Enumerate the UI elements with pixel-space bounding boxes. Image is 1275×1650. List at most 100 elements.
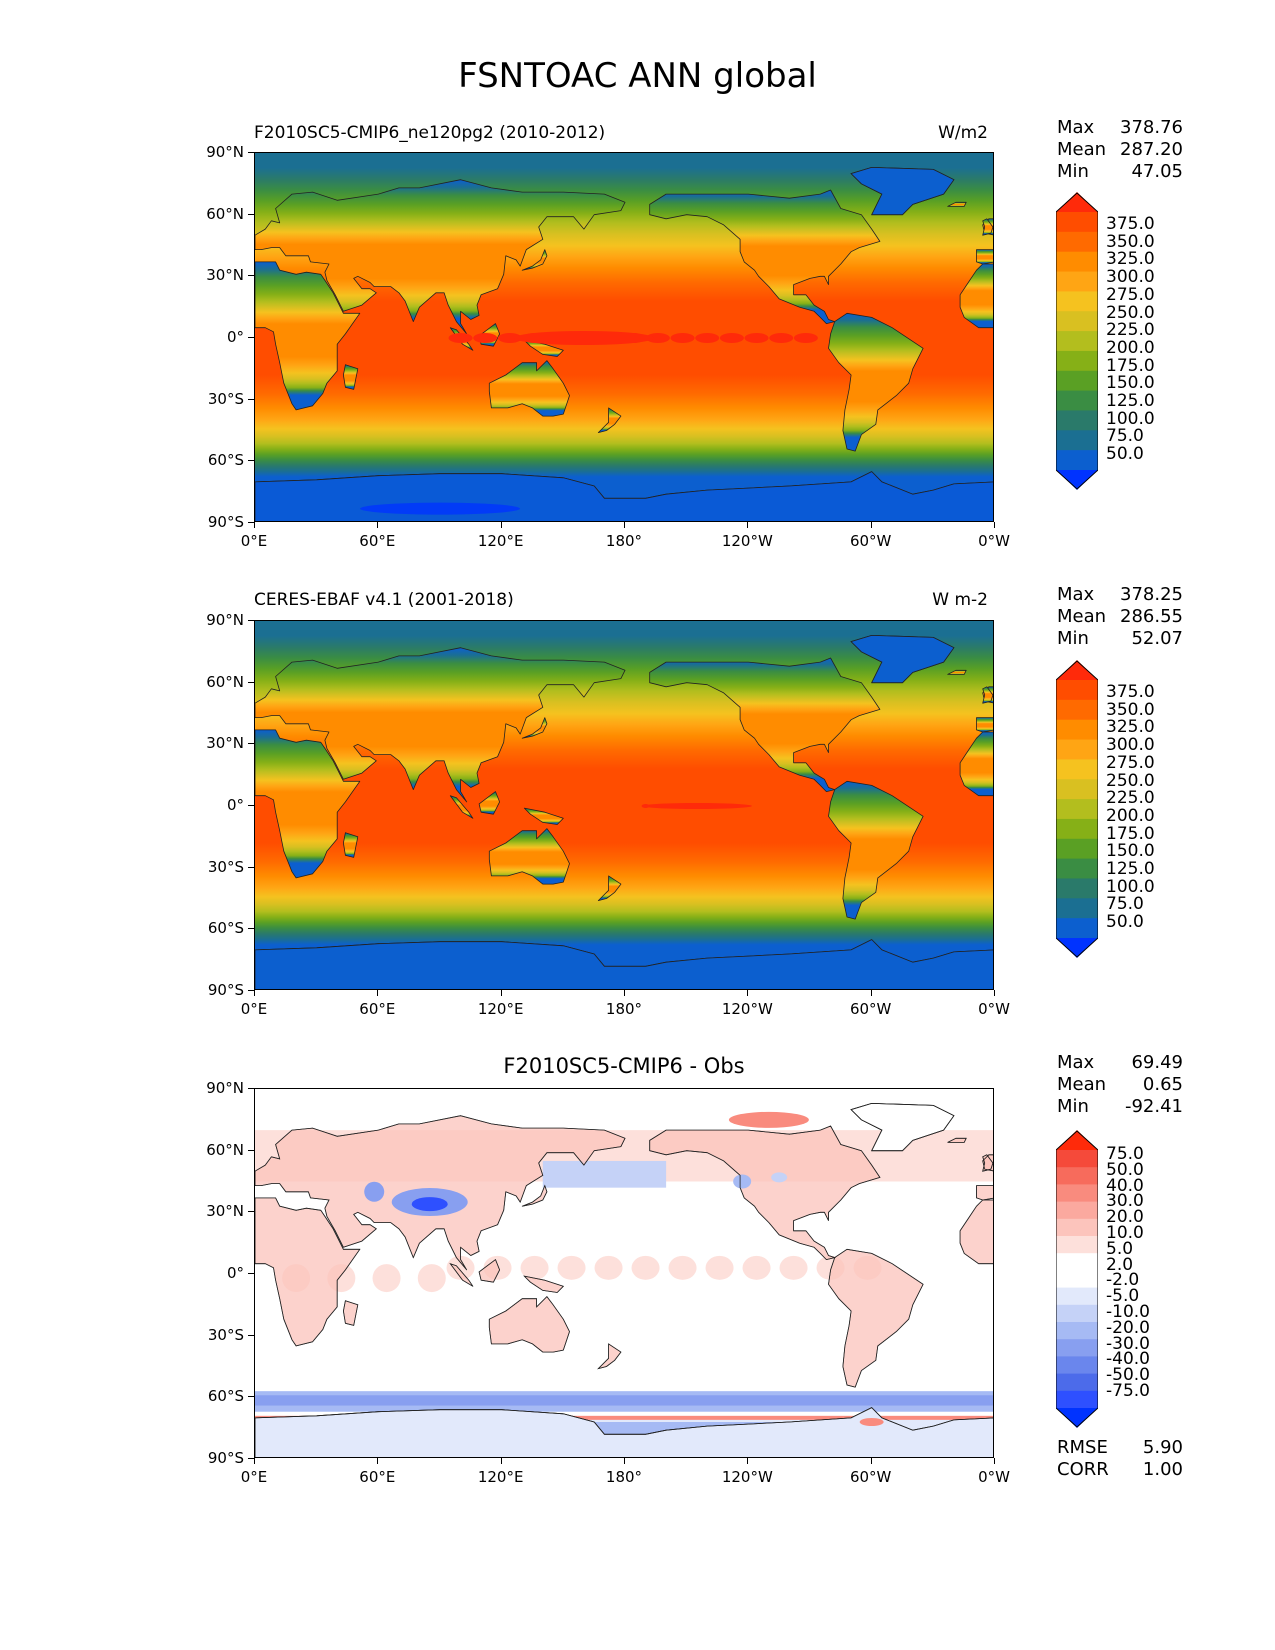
corr-value: 1.00 — [1142, 1459, 1183, 1480]
colorbar-tick-label: 30.0 — [1106, 1191, 1144, 1212]
colorbar-tick-label: 50.0 — [1106, 444, 1144, 465]
colorbar-segment — [1056, 450, 1098, 471]
pos-patch — [557, 1255, 586, 1280]
lon-tick-label: 120°E — [477, 1000, 524, 1018]
colorbar-tick-label: 300.0 — [1106, 735, 1155, 756]
coastline — [947, 1137, 967, 1143]
lon-tick-label: 180° — [605, 1468, 643, 1486]
colorbar — [1056, 660, 1098, 958]
coastline — [478, 1258, 501, 1283]
colorbar-segment — [1056, 1167, 1098, 1185]
lon-tick-mark — [377, 990, 379, 996]
stat-label: Min — [1057, 1096, 1089, 1117]
lon-tick-label: 0°E — [240, 1468, 268, 1486]
lat-tick-mark — [248, 1149, 254, 1151]
stat-value: -92.41 — [1124, 1096, 1183, 1117]
colorbar-segment — [1056, 739, 1098, 760]
lon-tick-mark — [994, 1458, 995, 1464]
land-outline — [478, 791, 501, 815]
land-outline — [976, 1185, 993, 1201]
lat-tick-label: 0° — [226, 1264, 244, 1282]
land-outline — [488, 360, 570, 417]
lat-tick-label: 90°S — [207, 513, 244, 531]
land-outline — [449, 795, 474, 819]
lat-tick-label: 90°S — [207, 981, 244, 999]
stat-value: 378.25 — [1120, 584, 1183, 605]
land-outline — [947, 201, 967, 207]
colorbar-segment — [1056, 699, 1098, 721]
land-outline — [982, 218, 993, 236]
coastline — [828, 1248, 924, 1388]
lon-tick-label: 120°E — [477, 1468, 524, 1486]
stat-label: Max — [1057, 117, 1095, 138]
lat-tick-mark — [248, 866, 254, 868]
land-outline — [947, 669, 967, 675]
colorbar-segment — [1056, 410, 1098, 431]
lat-tick-label: 30°S — [207, 1325, 244, 1344]
neg-patch — [364, 1181, 385, 1202]
lon-tick-mark — [747, 990, 749, 996]
colorbar-tick-label: 375.0 — [1106, 682, 1155, 702]
coastline — [959, 1199, 993, 1265]
colorbar-segment — [1056, 1201, 1098, 1220]
colorbar-tick-label: 50.0 — [1106, 1159, 1144, 1180]
colorbar-extend-min — [1056, 1408, 1098, 1428]
coastline — [982, 1154, 993, 1172]
lat-tick-mark — [248, 275, 254, 277]
max-band — [641, 803, 752, 809]
lon-tick-label: 120°W — [721, 1468, 773, 1486]
lat-tick-label: 90°N — [206, 143, 244, 161]
colorbar-tick-label: 250.0 — [1106, 302, 1155, 323]
colorbar-segment — [1056, 1253, 1098, 1271]
colorbar-tick-label: 200.0 — [1106, 337, 1155, 358]
lat-tick-label: 30°N — [206, 1202, 244, 1221]
colorbar-segment — [1056, 291, 1098, 312]
colorbar-tick-label: 250.0 — [1106, 770, 1155, 791]
max-band — [641, 804, 650, 808]
lat-tick-label: 30°S — [207, 389, 244, 408]
lon-tick-mark — [624, 1458, 625, 1464]
lat-tick-mark — [248, 460, 254, 462]
colorbar-tick-label: 100.0 — [1106, 408, 1155, 429]
colorbar-tick-label: 20.0 — [1106, 1207, 1144, 1228]
colorbar-extend-min — [1056, 938, 1098, 958]
colorbar-segment — [1056, 680, 1098, 701]
colorbar-segment — [1056, 251, 1098, 273]
pos-patch — [859, 1418, 884, 1426]
colorbar-tick-label: 75.0 — [1106, 1144, 1144, 1164]
colorbar-segment — [1056, 858, 1098, 879]
colorbar-segment — [1056, 1184, 1098, 1203]
lat-tick-label: 60°S — [207, 1387, 244, 1406]
lon-tick-label: 0°E — [240, 1000, 268, 1018]
colorbar-tick-label: 200.0 — [1106, 805, 1155, 826]
panel-units: W/m2 — [938, 123, 988, 143]
rmse-value: 5.90 — [1142, 1437, 1183, 1458]
lat-tick-label: 90°S — [207, 1449, 244, 1467]
coastline — [488, 1295, 570, 1353]
land-outline — [521, 717, 548, 739]
colorbar-tick-label: -40.0 — [1106, 1349, 1150, 1370]
land-outline — [523, 339, 564, 357]
colorbar-segment — [1056, 1150, 1098, 1168]
lat-tick-label: 30°S — [207, 857, 244, 876]
colorbar-extend-min — [1056, 470, 1098, 490]
lat-tick-mark — [248, 1458, 254, 1459]
stat-value: 286.55 — [1120, 606, 1183, 627]
land-outline — [343, 364, 359, 390]
colorbar-outline — [1056, 192, 1098, 490]
colorbar-tick-label: -30.0 — [1106, 1333, 1150, 1354]
colorbar-tick-label: 225.0 — [1106, 788, 1155, 809]
lon-tick-mark — [254, 522, 255, 528]
colorbar-extend-max — [1056, 1130, 1098, 1150]
max-band — [793, 333, 818, 343]
colorbar-segment — [1056, 370, 1098, 392]
land-outline — [523, 807, 564, 825]
colorbar-outline — [1056, 660, 1098, 958]
pos-patch — [631, 1255, 660, 1280]
stat-value: 47.05 — [1131, 161, 1183, 182]
colorbar-tick-label: -75.0 — [1106, 1381, 1150, 1401]
colorbar-segment — [1056, 1356, 1098, 1375]
colorbar — [1056, 192, 1098, 490]
stat-label: Mean — [1057, 1074, 1107, 1095]
colorbar-segment — [1056, 1218, 1098, 1237]
